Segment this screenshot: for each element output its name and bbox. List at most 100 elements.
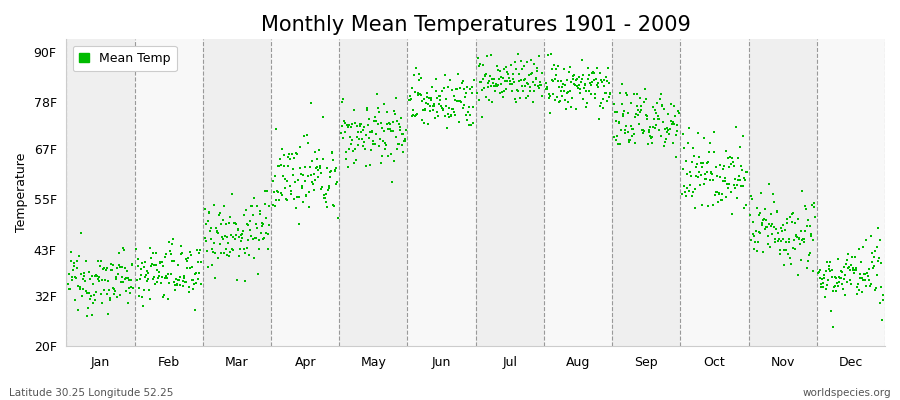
Point <box>328 167 342 173</box>
Point <box>567 80 581 87</box>
Point <box>550 94 564 100</box>
Point <box>392 124 407 130</box>
Point <box>765 221 779 228</box>
Point <box>647 116 662 122</box>
Point <box>632 120 646 127</box>
Point <box>201 264 215 270</box>
Point <box>349 157 364 163</box>
Point <box>161 296 176 302</box>
Point <box>526 98 540 105</box>
Point <box>225 246 239 252</box>
Point <box>336 96 350 102</box>
Point <box>362 135 376 141</box>
Point <box>841 251 855 258</box>
Point <box>284 191 298 198</box>
Point <box>267 173 282 179</box>
Point <box>253 208 267 214</box>
Point <box>751 239 765 246</box>
Point <box>179 264 194 271</box>
Point <box>228 236 242 243</box>
Point <box>360 106 374 113</box>
Point <box>527 61 542 67</box>
Point <box>831 256 845 262</box>
Point <box>248 255 262 261</box>
Point <box>823 268 837 274</box>
Point <box>803 250 817 256</box>
Point <box>499 86 513 92</box>
Point <box>338 128 352 135</box>
Point <box>243 227 257 234</box>
Point <box>391 118 405 124</box>
Text: Latitude 30.25 Longitude 52.25: Latitude 30.25 Longitude 52.25 <box>9 388 174 398</box>
Point <box>448 112 463 118</box>
Point <box>868 284 883 291</box>
Point <box>517 76 531 83</box>
Point <box>67 260 81 266</box>
Point <box>162 280 176 287</box>
Point <box>133 266 148 272</box>
Point <box>525 70 539 76</box>
Point <box>335 99 349 106</box>
Point <box>232 253 247 260</box>
Point <box>140 275 155 282</box>
Point <box>454 99 469 105</box>
Point <box>852 286 867 293</box>
Point <box>187 307 202 314</box>
Title: Monthly Mean Temperatures 1901 - 2009: Monthly Mean Temperatures 1901 - 2009 <box>261 15 690 35</box>
Point <box>241 222 256 228</box>
Point <box>387 108 401 114</box>
Point <box>248 235 262 242</box>
Point <box>436 106 450 112</box>
Point <box>70 307 85 314</box>
Point <box>761 221 776 227</box>
Point <box>580 100 594 106</box>
Point <box>624 123 638 130</box>
Point <box>683 182 698 188</box>
Point <box>476 62 491 68</box>
Point <box>324 168 338 174</box>
Point <box>151 273 166 280</box>
Point <box>544 93 558 99</box>
Point <box>538 86 553 92</box>
Point <box>148 281 162 288</box>
Point <box>83 276 97 282</box>
Point <box>797 235 812 242</box>
Point <box>668 112 682 119</box>
Point <box>687 153 701 159</box>
Point <box>535 70 549 76</box>
Point <box>304 179 319 185</box>
Point <box>853 270 868 277</box>
Point <box>522 71 536 78</box>
Point <box>522 88 536 94</box>
Point <box>236 228 250 234</box>
Point <box>660 125 674 132</box>
Point <box>466 104 481 110</box>
Point <box>454 99 468 106</box>
Point <box>441 111 455 118</box>
Point <box>365 138 380 144</box>
Point <box>599 74 614 80</box>
Point <box>342 122 356 128</box>
Point <box>800 222 814 229</box>
Point <box>716 178 731 185</box>
Point <box>848 254 862 260</box>
Point <box>583 80 598 87</box>
Point <box>789 232 804 239</box>
Point <box>484 82 499 89</box>
Point <box>636 99 651 106</box>
Point <box>407 72 421 78</box>
Point <box>518 83 532 89</box>
Point <box>578 81 592 88</box>
Point <box>490 62 504 69</box>
Point <box>240 221 255 228</box>
Point <box>511 71 526 78</box>
Point <box>520 80 535 87</box>
Point <box>499 64 513 70</box>
Point <box>217 249 231 256</box>
Point <box>671 110 686 116</box>
Point <box>159 272 174 279</box>
Point <box>114 263 129 270</box>
Point <box>122 285 136 291</box>
Point <box>609 108 624 115</box>
Point <box>124 260 139 267</box>
